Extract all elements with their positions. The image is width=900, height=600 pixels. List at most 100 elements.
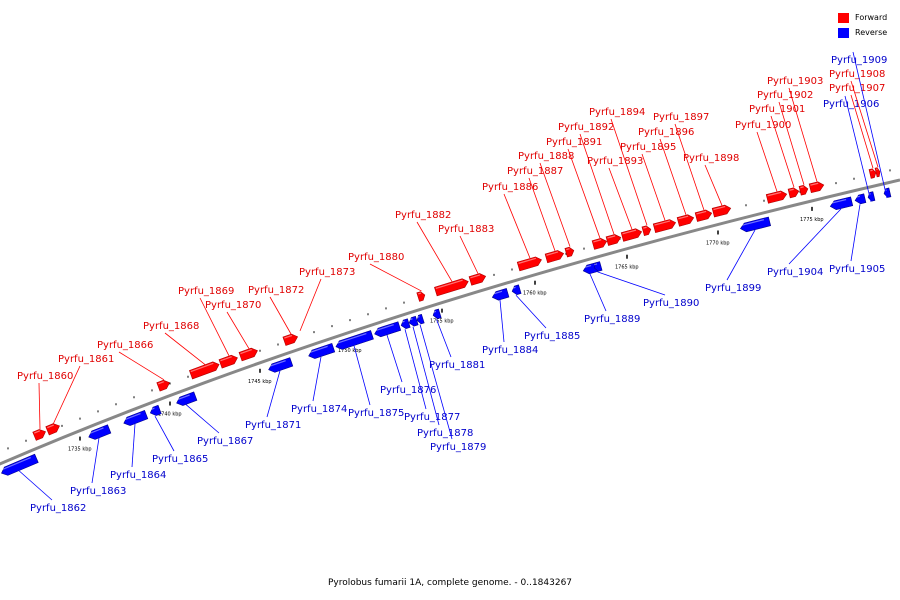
gene-label[interactable]: Pyrfu_1868: [143, 321, 199, 332]
gene-arrow[interactable]: [798, 185, 809, 196]
gene-label[interactable]: Pyrfu_1889: [584, 314, 640, 325]
gene-arrow[interactable]: [516, 255, 543, 272]
gene-arrow[interactable]: [87, 424, 112, 441]
gene-label[interactable]: Pyrfu_1906: [823, 99, 879, 110]
gene-label[interactable]: Pyrfu_1886: [482, 182, 538, 193]
gene-label[interactable]: Pyrfu_1892: [558, 122, 614, 133]
gene-label[interactable]: Pyrfu_1888: [518, 151, 574, 162]
gene-arrow[interactable]: [218, 354, 239, 369]
gene-label[interactable]: Pyrfu_1885: [524, 331, 580, 342]
gene-label[interactable]: Pyrfu_1894: [589, 107, 645, 118]
gene-label[interactable]: Pyrfu_1904: [767, 267, 823, 278]
gene-arrow[interactable]: [307, 342, 336, 360]
gene-leader-line: [416, 221, 453, 282]
gene-label[interactable]: Pyrfu_1871: [245, 420, 301, 431]
gene-label[interactable]: Pyrfu_1877: [404, 412, 460, 423]
gene-label[interactable]: Pyrfu_1908: [829, 69, 885, 80]
gene-label[interactable]: Pyrfu_1902: [757, 90, 813, 101]
gene-arrow[interactable]: [641, 225, 652, 237]
gene-arrow[interactable]: [874, 167, 881, 178]
gene-label[interactable]: Pyrfu_1865: [152, 454, 208, 465]
gene-arrow[interactable]: [582, 262, 599, 275]
gene-arrow[interactable]: [434, 277, 469, 297]
gene-arrow[interactable]: [432, 308, 442, 320]
gene-arrow[interactable]: [544, 249, 565, 264]
gene-label[interactable]: Pyrfu_1900: [735, 120, 791, 131]
gene-label[interactable]: Pyrfu_1896: [638, 127, 694, 138]
gene-label[interactable]: Pyrfu_1879: [430, 442, 486, 453]
gene-label[interactable]: Pyrfu_1873: [299, 267, 355, 278]
gene-arrow[interactable]: [468, 272, 487, 286]
gene-label[interactable]: Pyrfu_1880: [348, 252, 404, 263]
gene-label[interactable]: Pyrfu_1905: [829, 264, 885, 275]
gene-label[interactable]: Pyrfu_1878: [417, 428, 473, 439]
gene-arrow[interactable]: [711, 204, 732, 218]
gene-label[interactable]: Pyrfu_1874: [291, 404, 347, 415]
gene-arrow[interactable]: [149, 404, 162, 417]
gene-label[interactable]: Pyrfu_1869: [178, 286, 234, 297]
gene-arrow[interactable]: [787, 187, 800, 199]
gene-arrow[interactable]: [122, 409, 149, 427]
gene-label[interactable]: Pyrfu_1891: [546, 137, 602, 148]
gene-arrow[interactable]: [829, 196, 854, 211]
gene-label[interactable]: Pyrfu_1866: [97, 340, 153, 351]
gene-label[interactable]: Pyrfu_1899: [705, 283, 761, 294]
gene-arrow[interactable]: [373, 321, 402, 339]
gene-arrow[interactable]: [854, 193, 867, 205]
gene-arrow[interactable]: [620, 227, 643, 242]
gene-label[interactable]: Pyrfu_1881: [429, 360, 485, 371]
gene-arrow[interactable]: [491, 288, 510, 301]
gene-label[interactable]: Pyrfu_1882: [395, 210, 451, 221]
gene-arrow[interactable]: [188, 360, 220, 380]
gene-label[interactable]: Pyrfu_1867: [197, 436, 253, 447]
gene-arrow[interactable]: [605, 233, 622, 246]
gene-arrow[interactable]: [676, 213, 695, 227]
gene-label[interactable]: Pyrfu_1897: [653, 112, 709, 123]
gene-label[interactable]: Pyrfu_1884: [482, 345, 538, 356]
gene-label[interactable]: Pyrfu_1895: [620, 142, 676, 153]
gene-arrow[interactable]: [416, 313, 425, 325]
gene-arrow[interactable]: [32, 427, 48, 441]
gene-label[interactable]: Pyrfu_1893: [587, 156, 643, 167]
gene-label[interactable]: Pyrfu_1907: [829, 83, 885, 94]
gene-label[interactable]: Pyrfu_1883: [438, 224, 494, 235]
gene-label[interactable]: Pyrfu_1872: [248, 285, 304, 296]
gene-arrow[interactable]: [238, 346, 259, 362]
gene-arrow[interactable]: [593, 261, 603, 273]
gene-label[interactable]: Pyrfu_1876: [380, 385, 436, 396]
gene-arrow[interactable]: [45, 422, 61, 436]
gene-arrow[interactable]: [156, 378, 171, 392]
gene-label[interactable]: Pyrfu_1860: [17, 371, 73, 382]
gene-label[interactable]: Pyrfu_1862: [30, 503, 86, 514]
gene-arrow[interactable]: [591, 237, 608, 250]
gene-arrow[interactable]: [267, 357, 294, 374]
gene-arrow[interactable]: [652, 218, 677, 233]
gene-arrow[interactable]: [175, 391, 198, 407]
gene-label[interactable]: Pyrfu_1864: [110, 470, 166, 481]
gene-label[interactable]: Pyrfu_1863: [70, 486, 126, 497]
gene-arrow[interactable]: [416, 291, 426, 302]
gene-label[interactable]: Pyrfu_1887: [507, 166, 563, 177]
gene-arrow[interactable]: [282, 332, 299, 346]
gene-label[interactable]: Pyrfu_1901: [749, 104, 805, 115]
gene-leader-line: [852, 51, 888, 199]
gene-arrow[interactable]: [765, 190, 788, 204]
gene-arrow[interactable]: [400, 318, 411, 330]
gene-arrow[interactable]: [883, 187, 892, 198]
gene-label[interactable]: Pyrfu_1909: [831, 55, 887, 66]
gene-arrow[interactable]: [739, 216, 772, 233]
gene-arrow[interactable]: [511, 284, 522, 296]
gene-arrow[interactable]: [868, 168, 877, 179]
gene-arrow[interactable]: [335, 330, 374, 351]
gene-arrow[interactable]: [408, 315, 419, 327]
gene-arrow[interactable]: [694, 209, 713, 222]
gene-arrow[interactable]: [0, 453, 39, 477]
gene-label[interactable]: Pyrfu_1898: [683, 153, 739, 164]
gene-arrow[interactable]: [564, 246, 575, 258]
gene-label[interactable]: Pyrfu_1875: [348, 408, 404, 419]
gene-label[interactable]: Pyrfu_1870: [205, 300, 261, 311]
gene-label[interactable]: Pyrfu_1861: [58, 354, 114, 365]
gene-label[interactable]: Pyrfu_1903: [767, 76, 823, 87]
gene-label[interactable]: Pyrfu_1890: [643, 298, 699, 309]
gene-arrow[interactable]: [808, 181, 825, 194]
